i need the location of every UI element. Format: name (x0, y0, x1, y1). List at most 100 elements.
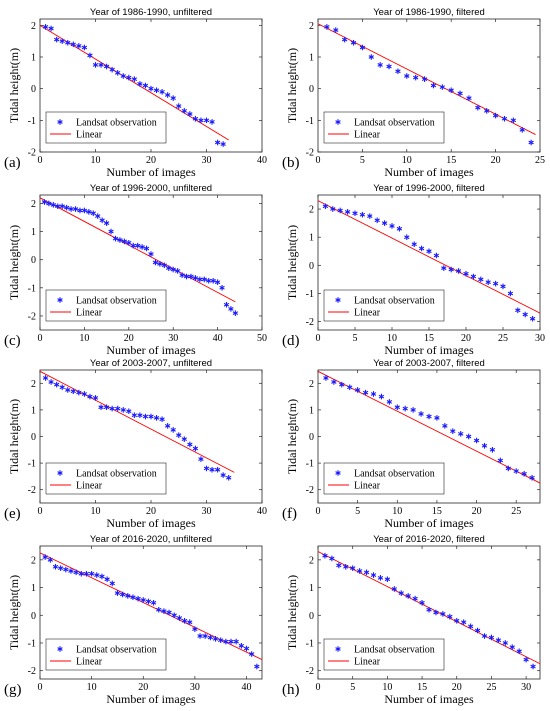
observation-point (214, 139, 221, 146)
observation-point (220, 141, 226, 147)
observation-point (206, 277, 212, 284)
observation-point (223, 638, 229, 645)
observation-point (148, 251, 154, 257)
observation-point (374, 217, 380, 224)
x-tick-label: 5 (360, 155, 365, 166)
observation-point (448, 266, 454, 273)
observation-point (349, 565, 356, 571)
y-axis-label: Tidal height(m) (285, 575, 299, 650)
legend-observation-label: Landsat observation (354, 645, 435, 656)
observation-point (509, 644, 515, 650)
observation-point (153, 87, 160, 94)
x-tick-label: 30 (202, 506, 212, 517)
x-tick-label: 30 (190, 682, 200, 693)
observation-point (109, 405, 115, 412)
panel-title: Year of 2016-2020, unfiltered (90, 534, 212, 545)
y-tick-label: 0 (309, 432, 314, 443)
observation-point (212, 636, 219, 642)
y-axis-label: Tidal height(m) (7, 225, 21, 300)
observation-point (137, 81, 143, 87)
observation-point (395, 68, 401, 75)
panel-title: Year of 1986-1990, unfiltered (90, 7, 212, 18)
observation-point (143, 245, 150, 252)
observation-point (405, 593, 411, 599)
observation-point (41, 199, 48, 205)
x-tick-label: 40 (242, 682, 252, 693)
observation-point (192, 445, 199, 452)
observation-point (530, 663, 536, 670)
legend-linear-label: Linear (76, 657, 103, 668)
observation-point (159, 416, 165, 423)
legend-observation-label: Landsat observation (76, 118, 157, 129)
legend-linear-label: Linear (354, 657, 381, 668)
observation-point (201, 276, 207, 283)
x-tick-label: 0 (316, 155, 321, 166)
panel-a: 0 10 20 30 40 -2 -1 0 1 2 Landsat observationLinea… (4, 7, 267, 179)
observation-point (402, 405, 408, 412)
observation-point (418, 411, 424, 417)
observation-point (142, 413, 149, 420)
observation-point (223, 301, 230, 308)
observation-point (202, 633, 208, 639)
observation-point (458, 431, 464, 437)
x-tick-label: 0 (316, 682, 321, 693)
observation-point (161, 608, 167, 614)
observation-point (362, 389, 369, 396)
x-tick-label: 15 (446, 155, 456, 166)
observation-point (521, 470, 527, 477)
observation-point (98, 62, 104, 68)
panel-label: (g) (4, 682, 22, 698)
observation-point (207, 634, 214, 641)
observation-point (76, 389, 82, 396)
observation-point (109, 66, 115, 73)
x-tick-label: 25 (498, 333, 508, 344)
observation-point (489, 447, 496, 453)
observation-point (176, 432, 182, 438)
observation-point (192, 115, 199, 122)
observation-point (426, 413, 432, 420)
y-axis-label: Tidal height(m) (7, 48, 21, 123)
observation-point (430, 82, 437, 89)
observation-point (412, 595, 418, 602)
observation-point (87, 393, 93, 400)
observation-point (203, 465, 210, 472)
observation-point (87, 52, 93, 59)
legend-observation-marker (57, 470, 63, 476)
linear-fit-line (40, 24, 229, 141)
observation-point (219, 285, 225, 291)
legend-box (45, 289, 167, 322)
observation-point (192, 626, 198, 632)
legend-linear-label: Linear (354, 481, 381, 492)
observation-point (63, 566, 69, 573)
observation-point (501, 115, 508, 122)
x-tick-label: 10 (79, 333, 89, 344)
y-axis-label: Tidal height(m) (285, 225, 299, 300)
panel-h: 0 5 10 15 20 25 30 -2 -1 0 1 2 Landsat observationLi… (282, 534, 541, 706)
observation-point (344, 209, 351, 215)
legend-linear-label: Linear (354, 130, 381, 141)
y-tick-label: 0 (31, 611, 36, 622)
observation-point (78, 570, 85, 577)
observation-point (322, 203, 329, 210)
x-tick-label: 5 (353, 333, 358, 344)
observation-point (457, 90, 463, 97)
y-tick-label: 2 (31, 21, 36, 32)
observation-point (412, 74, 419, 81)
observation-point (83, 570, 90, 577)
observation-point (434, 415, 440, 421)
observation-point (126, 74, 132, 81)
panel-title: Year of 1996-2000, filtered (373, 183, 485, 194)
observation-point (153, 415, 160, 421)
x-axis-label: Number of images (106, 343, 196, 357)
x-tick-label: 20 (146, 155, 156, 166)
x-tick-label: 20 (461, 333, 471, 344)
panel-title: Year of 2003-2007, unfiltered (90, 358, 212, 369)
observation-point (197, 633, 203, 639)
x-tick-label: 10 (402, 155, 412, 166)
observation-point (339, 381, 345, 388)
observation-point (164, 92, 171, 98)
observation-point (370, 391, 377, 397)
observation-point (515, 307, 521, 314)
observation-point (130, 594, 136, 601)
